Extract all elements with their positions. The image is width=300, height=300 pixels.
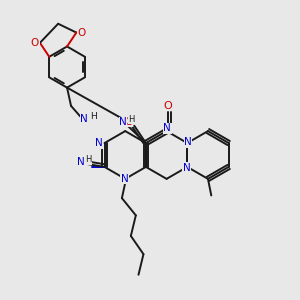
Text: H: H [85, 155, 91, 164]
Text: O: O [77, 28, 86, 38]
Text: H: H [128, 115, 135, 124]
Text: N: N [80, 114, 88, 124]
Text: N: N [77, 157, 85, 167]
Text: O: O [31, 38, 39, 48]
Text: N: N [164, 123, 171, 134]
Text: N: N [119, 118, 127, 128]
Text: O: O [124, 117, 133, 127]
Text: H: H [90, 112, 97, 121]
Text: N: N [184, 137, 192, 147]
Text: N: N [95, 138, 102, 148]
Text: O: O [164, 101, 172, 111]
Text: N: N [121, 174, 128, 184]
Text: N: N [183, 163, 190, 172]
